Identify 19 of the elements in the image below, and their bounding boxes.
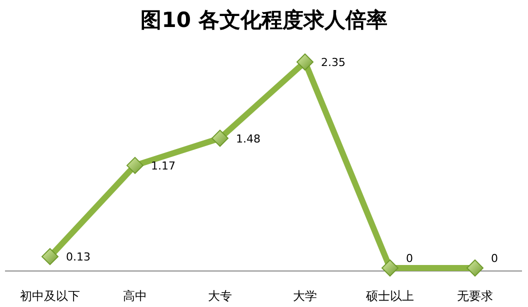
point xyxy=(296,54,314,70)
x-tick-label: 高中 xyxy=(123,289,147,303)
point xyxy=(212,130,228,147)
data-label: 1.17 xyxy=(151,159,176,172)
x-tick-label: 大学 xyxy=(293,289,317,303)
x-tick-label: 无要求 xyxy=(457,289,493,303)
data-label: 0.13 xyxy=(66,250,90,264)
chart-title: 图10 各文化程度求人倍率 xyxy=(140,8,388,32)
point xyxy=(42,248,58,266)
data-label: 1.48 xyxy=(236,132,260,146)
x-tick-label: 硕士以上 xyxy=(365,289,414,303)
data-label: 0 xyxy=(406,252,413,265)
point xyxy=(466,260,484,276)
point xyxy=(382,260,398,276)
point xyxy=(126,156,144,174)
data-label: 2.35 xyxy=(321,56,346,69)
data-label: 0 xyxy=(491,252,498,265)
x-tick-label: 初中及以下 xyxy=(20,289,80,303)
x-tick-label: 大专 xyxy=(208,289,232,303)
